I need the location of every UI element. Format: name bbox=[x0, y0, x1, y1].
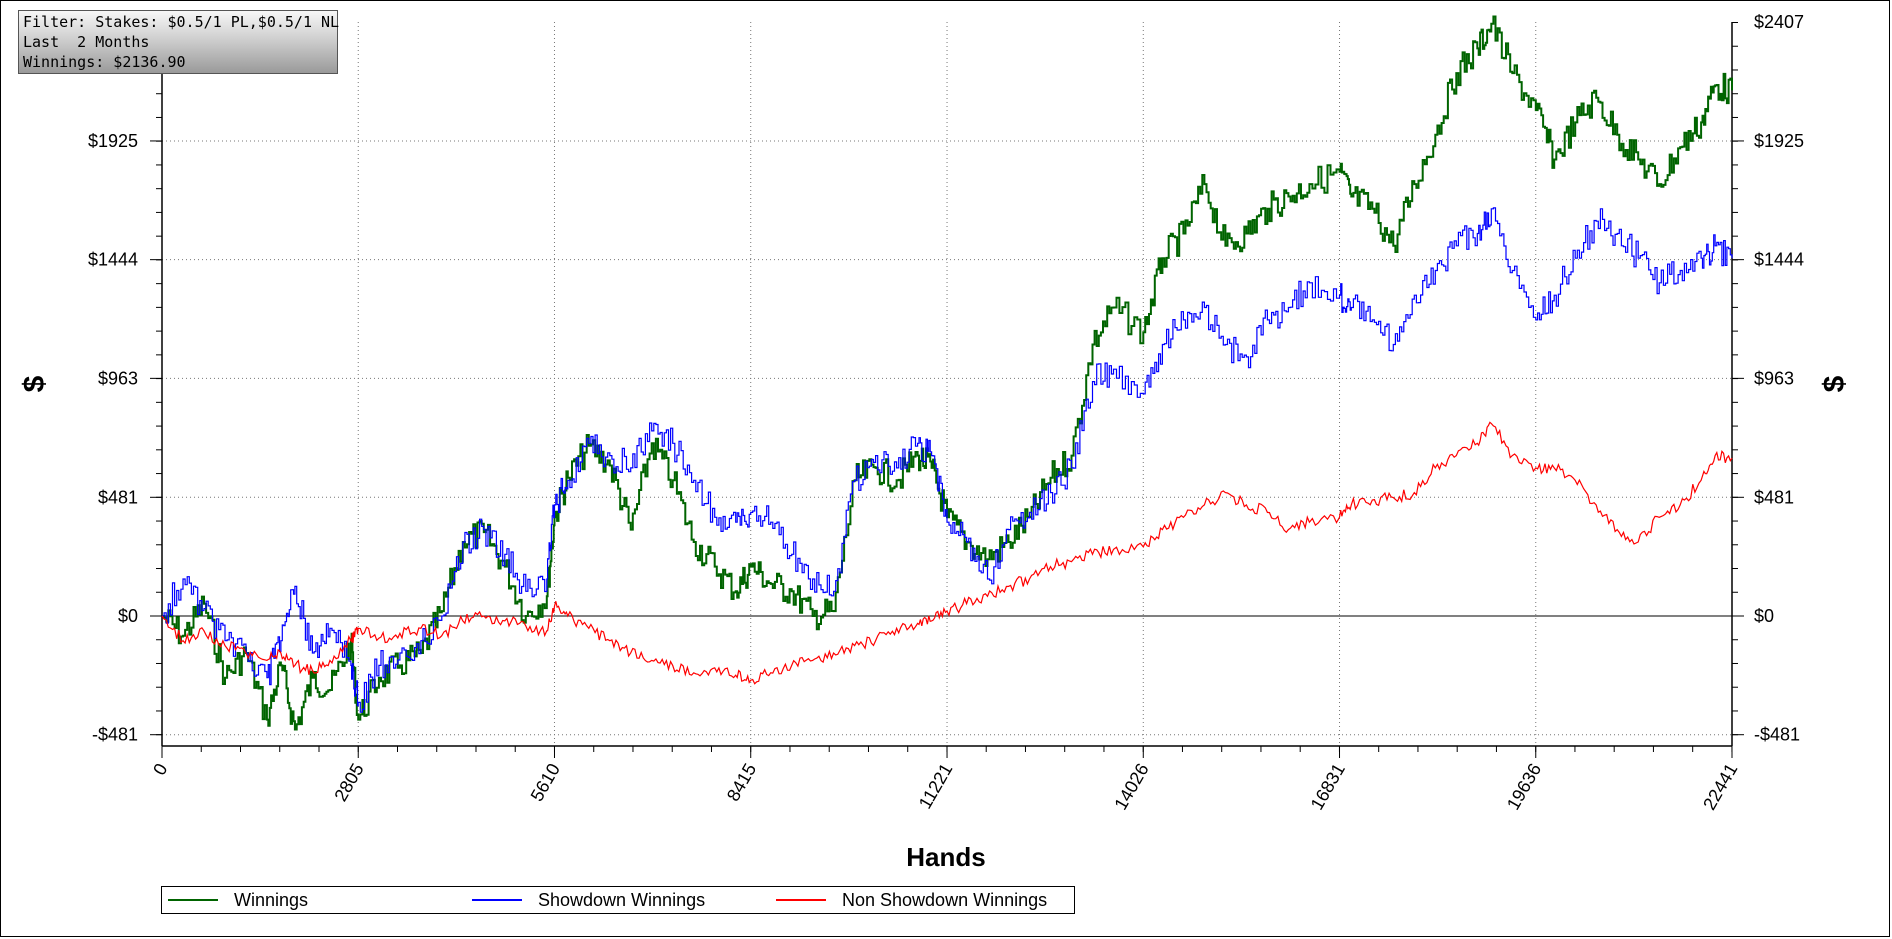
legend-item-winnings: Winnings bbox=[168, 887, 308, 913]
legend-label-winnings: Winnings bbox=[234, 889, 309, 910]
y-tick-label-right: -$481 bbox=[1754, 725, 1800, 745]
y-axis-label-right: $ bbox=[1818, 375, 1851, 392]
y-tick-label-right: $963 bbox=[1754, 368, 1794, 388]
series-line-0 bbox=[162, 15, 1733, 731]
x-tick-label: 22441 bbox=[1699, 760, 1741, 813]
x-tick-label: 2805 bbox=[330, 760, 367, 805]
y-tick-label-right: $1444 bbox=[1754, 250, 1804, 270]
y-axis-label-left: $ bbox=[18, 375, 51, 392]
x-tick-label: 8415 bbox=[723, 760, 760, 805]
y-tick-label-right: $0 bbox=[1754, 606, 1774, 626]
legend: Winnings Showdown Winnings Non Showdown … bbox=[161, 886, 1075, 914]
filter-stakes-text: Filter: Stakes: $0.5/1 PL,$0.5/1 NL bbox=[23, 13, 340, 31]
legend-swatch-winnings bbox=[168, 899, 218, 901]
y-tick-label-right: $1925 bbox=[1754, 131, 1804, 151]
y-tick-label-left: $0 bbox=[118, 606, 138, 626]
legend-item-non-showdown: Non Showdown Winnings bbox=[776, 887, 1047, 913]
filter-winnings-text: Winnings: $2136.90 bbox=[23, 53, 186, 71]
filter-period-text: Last 2 Months bbox=[23, 33, 150, 51]
x-axis-label: Hands bbox=[906, 842, 985, 872]
legend-swatch-non-showdown bbox=[776, 899, 826, 901]
y-tick-label-left: $1925 bbox=[88, 131, 138, 151]
y-tick-label-left: $1444 bbox=[88, 250, 138, 270]
legend-label-non-showdown: Non Showdown Winnings bbox=[842, 889, 1048, 910]
y-tick-label-left: -$481 bbox=[92, 725, 138, 745]
x-tick-label: 11221 bbox=[915, 760, 957, 812]
x-tick-label: 5610 bbox=[527, 760, 564, 805]
series-line-1 bbox=[162, 207, 1733, 713]
x-tick-label: 19636 bbox=[1503, 760, 1545, 813]
legend-item-showdown: Showdown Winnings bbox=[472, 887, 705, 913]
x-tick-label: 0 bbox=[149, 760, 171, 779]
grid bbox=[162, 22, 1732, 746]
series-line-2 bbox=[161, 421, 1733, 685]
filter-info-box: Filter: Stakes: $0.5/1 PL,$0.5/1 NL Last… bbox=[18, 10, 340, 74]
legend-label-showdown: Showdown Winnings bbox=[538, 889, 706, 910]
legend-swatch-showdown bbox=[472, 899, 522, 901]
y-tick-label-left: $481 bbox=[98, 487, 138, 507]
series-lines bbox=[161, 15, 1733, 731]
y-tick-label-right: $481 bbox=[1754, 487, 1794, 507]
x-tick-label: 16831 bbox=[1307, 760, 1349, 813]
y-tick-label-left: $963 bbox=[98, 368, 138, 388]
y-top-label-right: $2407 bbox=[1754, 12, 1804, 32]
x-tick-label: 14026 bbox=[1110, 760, 1152, 813]
